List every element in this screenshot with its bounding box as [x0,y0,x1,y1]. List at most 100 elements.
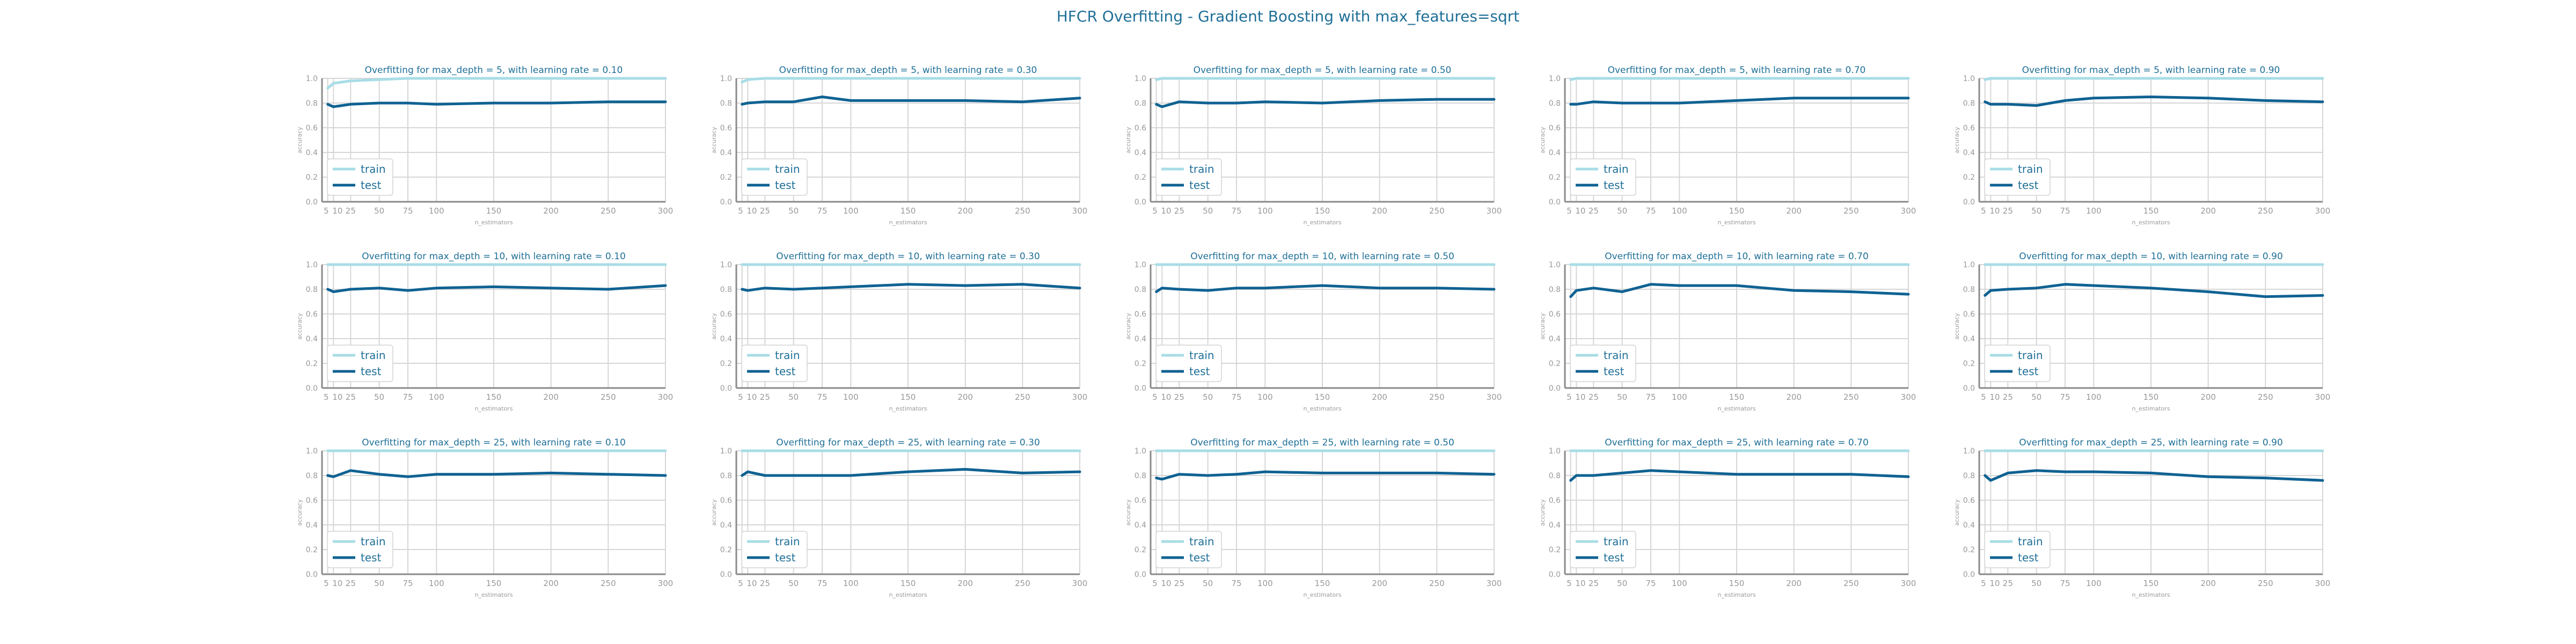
x-tick-label: 100 [1257,579,1273,588]
series-line-test [326,469,667,478]
legend-label-test: test [1604,179,1624,192]
y-tick-label: 0.4 [306,521,318,530]
x-tick-label: 50 [1617,206,1627,216]
x-tick-label: 300 [1072,579,1088,588]
x-tick-label: 100 [1672,579,1687,588]
legend-label-test: test [2018,551,2039,564]
x-tick-label: 150 [486,579,502,588]
figure-title: HFCR Overfitting - Gradient Boosting wit… [1056,8,1520,25]
legend: train test [741,345,808,382]
y-tick-label: 0.8 [720,99,732,108]
x-tick-label: 300 [1901,206,1916,216]
y-tick-label: 0.2 [306,360,318,368]
subplot-title: Overfitting for max_depth = 25, with lea… [362,437,626,448]
y-tick-label: 0.0 [1549,570,1561,579]
legend: train test [1570,531,1636,568]
x-tick-label: 50 [1203,579,1213,588]
legend-label-test: test [361,179,382,192]
y-tick-label: 1.0 [1963,261,1975,269]
x-tick-label: 50 [1203,392,1213,402]
x-tick-label: 300 [1072,206,1088,216]
x-tick-label: 200 [957,579,973,588]
x-tick-label: 250 [601,392,616,402]
x-tick-label: 250 [1429,579,1445,588]
x-tick-label: 25 [1174,579,1184,588]
y-tick-label: 0.8 [1135,99,1146,108]
x-tick-label: 250 [601,206,616,216]
x-tick-label: 75 [2060,206,2070,216]
x-tick-label: 10 [1575,392,1585,402]
subplot-15: 0.0 0.2 0.4 0.6 0.8 1.0 5 10 25 50 75 100 150 200 250 3… [1953,437,2330,598]
y-tick-label: 0.6 [306,124,318,133]
series-line-test [1984,469,2324,482]
y-axis-label: accuracy [1953,499,1960,526]
y-tick-label: 0.0 [306,198,318,207]
x-axis-label: n_estimators [889,219,927,226]
y-tick-label: 0.6 [720,310,732,319]
y-tick-label: 0.4 [306,149,318,157]
y-tick-label: 0.0 [720,384,732,393]
subplot-14: 0.0 0.2 0.4 0.6 0.8 1.0 5 10 25 50 75 100 150 200 250 3… [1539,437,1916,598]
y-tick-label: 0.2 [306,546,318,554]
x-tick-label: 75 [817,206,827,216]
y-tick-label: 0.8 [720,286,732,294]
y-tick-label: 1.0 [1135,261,1146,269]
legend-label-train: train [361,535,386,548]
subplot-4: 0.0 0.2 0.4 0.6 0.8 1.0 5 10 25 50 75 100 150 200 250 3… [1539,65,1916,226]
y-tick-label: 0.4 [1549,335,1561,343]
subplot-title: Overfitting for max_depth = 10, with lea… [362,251,626,262]
y-tick-label: 0.6 [720,124,732,133]
y-tick-label: 0.8 [1963,286,1975,294]
x-tick-label: 5 [738,206,743,216]
y-tick-label: 0.4 [1549,521,1561,530]
y-tick-label: 0.0 [1963,384,1975,393]
series-line-test [1155,470,1496,481]
legend-label-train: train [2018,349,2043,362]
legend: train test [1570,345,1636,382]
y-tick-label: 0.6 [1963,496,1975,505]
x-axis-label: n_estimators [2132,405,2170,412]
x-tick-label: 25 [346,206,356,216]
x-tick-label: 25 [2003,206,2013,216]
x-tick-label: 5 [1981,392,1986,402]
x-axis-label: n_estimators [1717,405,1755,412]
y-tick-label: 0.0 [1963,198,1975,207]
x-tick-label: 100 [843,392,859,402]
x-tick-label: 10 [747,579,757,588]
legend-label-test: test [2018,365,2039,378]
x-tick-label: 100 [429,392,444,402]
x-tick-label: 150 [1729,392,1745,402]
subplot-title: Overfitting for max_depth = 5, with lear… [1194,65,1452,76]
x-tick-label: 250 [1015,392,1030,402]
y-tick-label: 0.2 [720,546,732,554]
x-tick-label: 5 [1981,579,1986,588]
x-tick-label: 300 [658,579,674,588]
x-tick-label: 25 [1589,579,1599,588]
series-line-test [326,100,667,108]
x-tick-label: 100 [1257,392,1273,402]
x-tick-label: 150 [1729,206,1745,216]
x-tick-label: 300 [1901,579,1916,588]
subplot-12: 0.0 0.2 0.4 0.6 0.8 1.0 5 10 25 50 75 100 150 200 250 3… [711,437,1087,598]
y-tick-label: 0.2 [720,360,732,368]
subplot-11: 0.0 0.2 0.4 0.6 0.8 1.0 5 10 25 50 75 100 150 200 250 3… [296,437,673,598]
y-tick-label: 0.6 [1549,310,1561,319]
y-tick-label: 0.4 [1549,149,1561,157]
y-tick-label: 0.2 [1549,546,1561,554]
x-tick-label: 10 [1161,579,1171,588]
subplot-title: Overfitting for max_depth = 10, with lea… [1190,251,1454,262]
series-line-train [1984,77,2324,81]
x-tick-label: 50 [374,206,384,216]
x-tick-label: 75 [817,392,827,402]
x-tick-label: 150 [1315,206,1330,216]
y-tick-label: 0.0 [1549,198,1561,207]
x-tick-label: 50 [788,579,799,588]
y-tick-label: 0.6 [306,310,318,319]
subplot-2: 0.0 0.2 0.4 0.6 0.8 1.0 5 10 25 50 75 100 150 200 250 3… [711,65,1087,226]
x-axis-label: n_estimators [1303,591,1341,598]
y-tick-label: 0.8 [1963,472,1975,480]
x-tick-label: 75 [817,579,827,588]
y-axis-label: accuracy [296,313,303,340]
series-line-test [1569,469,1910,482]
